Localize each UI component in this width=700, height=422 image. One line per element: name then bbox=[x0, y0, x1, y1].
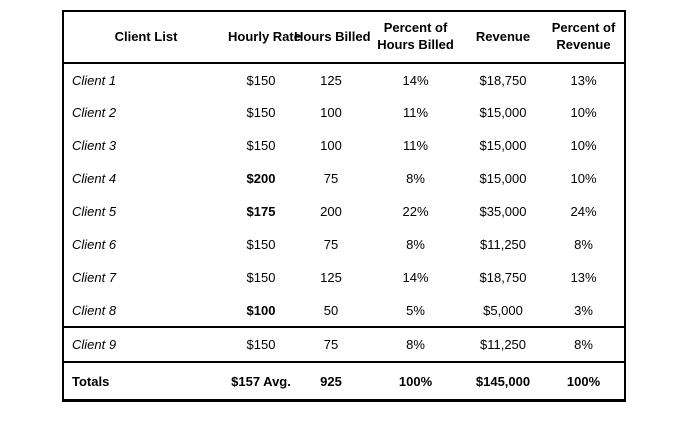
percent-revenue-value: 13% bbox=[570, 72, 597, 88]
percent-hours-billed-value: 8% bbox=[406, 337, 425, 352]
totals-hours-billed: 925 bbox=[320, 373, 342, 389]
revenue-value: $11,250 bbox=[479, 337, 527, 352]
totals-label: Totals bbox=[72, 373, 110, 389]
hours-billed-value: 75 bbox=[323, 337, 339, 352]
hourly-rate-value: $150 bbox=[246, 72, 276, 88]
percent-revenue-value: 8% bbox=[574, 237, 593, 252]
percent-revenue-value: 24% bbox=[570, 204, 597, 219]
revenue-value: $15,000 bbox=[479, 138, 527, 153]
revenue-value: $18,750 bbox=[479, 270, 527, 285]
hours-billed-value: 50 bbox=[323, 302, 339, 318]
hours-billed-value: 100 bbox=[320, 105, 342, 120]
client-billing-table-container: Client List Hourly Rate Hours Billed Per… bbox=[62, 10, 626, 402]
table-row-client-7: Client 7 $150 125 14% $18,750 13% bbox=[64, 261, 624, 294]
hours-billed-value: 75 bbox=[323, 237, 339, 252]
header-row: Client List Hourly Rate Hours Billed Per… bbox=[64, 12, 624, 63]
client-name: Client 1 bbox=[72, 72, 117, 88]
column-header-percent-hours-billed: Percent of Hours Billed bbox=[377, 20, 454, 52]
client-name: Client 3 bbox=[72, 138, 117, 153]
percent-revenue-value: 13% bbox=[570, 270, 597, 285]
revenue-value: $18,750 bbox=[479, 72, 527, 88]
table-row-client-2: Client 2 $150 100 11% $15,000 10% bbox=[64, 96, 624, 129]
table-row-client-9: Client 9 $150 75 8% $11,250 8% bbox=[64, 327, 624, 362]
revenue-value: $35,000 bbox=[479, 204, 527, 219]
hours-billed-value: 200 bbox=[320, 204, 342, 219]
column-header-hourly-rate: Hourly Rate bbox=[228, 28, 301, 44]
column-header-client-list: Client List bbox=[114, 28, 178, 44]
percent-hours-billed-value: 5% bbox=[406, 302, 425, 318]
revenue-value: $5,000 bbox=[483, 302, 523, 318]
hours-billed-value: 100 bbox=[320, 138, 342, 153]
revenue-value: $11,250 bbox=[479, 237, 527, 252]
client-name: Client 9 bbox=[72, 337, 117, 352]
totals-hourly-rate-avg: $157 Avg. bbox=[231, 373, 291, 389]
percent-hours-billed-value: 11% bbox=[402, 138, 429, 153]
hourly-rate-value: $150 bbox=[246, 138, 276, 153]
table-row-client-8: Client 8 $100 50 5% $5,000 3% bbox=[64, 294, 624, 327]
table-header: Client List Hourly Rate Hours Billed Per… bbox=[64, 12, 624, 63]
hourly-rate-value: $150 bbox=[246, 337, 276, 352]
totals-percent-revenue: 100% bbox=[566, 373, 601, 389]
percent-revenue-value: 8% bbox=[574, 337, 593, 352]
percent-revenue-value: 10% bbox=[570, 171, 597, 186]
totals-revenue: $145,000 bbox=[475, 373, 531, 389]
hours-billed-value: 125 bbox=[320, 72, 342, 88]
percent-revenue-value: 10% bbox=[570, 138, 597, 153]
percent-hours-billed-value: 14% bbox=[402, 72, 429, 88]
percent-hours-billed-value: 14% bbox=[402, 270, 429, 285]
client-name: Client 4 bbox=[72, 171, 117, 186]
table-row-client-5: Client 5 $175 200 22% $35,000 24% bbox=[64, 195, 624, 228]
hourly-rate-value: $150 bbox=[246, 105, 276, 120]
totals-percent-hours-billed: 100% bbox=[398, 373, 433, 389]
percent-hours-billed-value: 8% bbox=[406, 237, 425, 252]
client-name: Client 6 bbox=[72, 237, 117, 252]
hours-billed-value: 75 bbox=[323, 171, 339, 186]
table-row-client-4: Client 4 $200 75 8% $15,000 10% bbox=[64, 162, 624, 195]
table-body: Client 1 $150 125 14% $18,750 13% Client… bbox=[64, 63, 624, 399]
hourly-rate-value: $200 bbox=[246, 171, 276, 186]
percent-revenue-value: 10% bbox=[570, 105, 597, 120]
client-name: Client 8 bbox=[72, 302, 117, 318]
hours-billed-value: 125 bbox=[320, 270, 342, 285]
hourly-rate-value: $150 bbox=[246, 237, 276, 252]
hourly-rate-value: $175 bbox=[246, 204, 276, 219]
client-name: Client 5 bbox=[72, 204, 117, 219]
column-header-hours-billed: Hours Billed bbox=[294, 28, 371, 44]
table-row-client-3: Client 3 $150 100 11% $15,000 10% bbox=[64, 129, 624, 162]
percent-revenue-value: 3% bbox=[574, 302, 593, 318]
table-row-totals: Totals $157 Avg. 925 100% $145,000 100% bbox=[64, 362, 624, 399]
hourly-rate-value: $100 bbox=[246, 302, 276, 318]
revenue-value: $15,000 bbox=[479, 105, 527, 120]
client-billing-table: Client List Hourly Rate Hours Billed Per… bbox=[64, 12, 624, 399]
column-header-percent-revenue: Percent of Revenue bbox=[551, 20, 616, 52]
column-header-revenue: Revenue bbox=[475, 28, 531, 44]
table-row-client-1: Client 1 $150 125 14% $18,750 13% bbox=[64, 63, 624, 96]
percent-hours-billed-value: 22% bbox=[402, 204, 429, 219]
table-row-client-6: Client 6 $150 75 8% $11,250 8% bbox=[64, 228, 624, 261]
client-name: Client 2 bbox=[72, 105, 117, 120]
revenue-value: $15,000 bbox=[479, 171, 527, 186]
client-name: Client 7 bbox=[72, 270, 117, 285]
percent-hours-billed-value: 11% bbox=[402, 105, 429, 120]
percent-hours-billed-value: 8% bbox=[406, 171, 425, 186]
hourly-rate-value: $150 bbox=[246, 270, 276, 285]
